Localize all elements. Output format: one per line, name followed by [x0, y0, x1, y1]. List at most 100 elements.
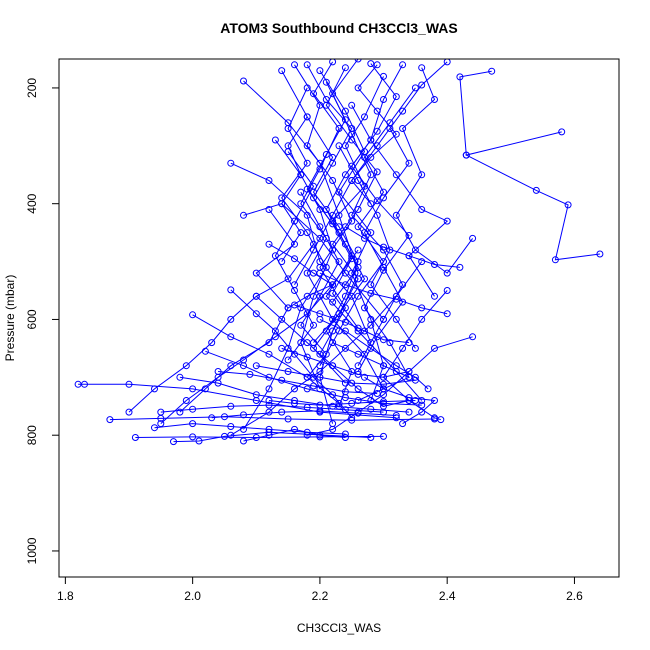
series-51	[278, 113, 311, 266]
data-point	[316, 362, 324, 370]
data-point	[189, 385, 197, 393]
data-point	[322, 263, 330, 271]
data-point	[335, 327, 343, 335]
data-point	[424, 385, 432, 393]
data-point	[252, 292, 260, 300]
series-55	[265, 397, 419, 409]
series-45	[208, 407, 400, 422]
series-line	[306, 64, 359, 303]
data-point	[373, 61, 381, 69]
y-tick-label: 400	[25, 193, 39, 213]
data-point	[380, 385, 387, 393]
data-point	[361, 327, 368, 335]
data-point	[431, 96, 438, 103]
data-point	[341, 223, 349, 231]
data-point	[373, 142, 381, 150]
data-point	[246, 370, 254, 378]
data-point	[284, 368, 292, 375]
series-line	[307, 336, 473, 436]
series-line	[268, 400, 416, 406]
data-point	[265, 431, 273, 439]
series-50	[341, 223, 464, 271]
series-48	[291, 301, 413, 347]
data-point	[310, 182, 317, 190]
series-line	[364, 376, 436, 425]
data-point	[341, 64, 349, 72]
data-point	[227, 333, 235, 341]
data-point	[367, 289, 375, 297]
data-point	[182, 397, 190, 404]
data-point	[189, 433, 197, 441]
data-point	[291, 385, 298, 393]
series-line	[154, 423, 346, 435]
data-point	[373, 107, 381, 115]
x-tick-label: 2.4	[439, 589, 456, 603]
data-point	[240, 411, 247, 419]
data-point	[316, 67, 324, 75]
data-point	[303, 142, 311, 150]
data-point	[265, 401, 273, 409]
data-point	[297, 321, 305, 329]
data-point	[310, 269, 317, 277]
data-point	[271, 327, 279, 335]
data-point	[329, 339, 337, 347]
data-point	[373, 197, 381, 205]
series-line	[211, 410, 397, 419]
x-tick-label: 2.0	[184, 589, 201, 603]
data-point	[380, 96, 387, 103]
data-point	[348, 379, 356, 387]
data-point	[354, 206, 362, 213]
series-line	[256, 365, 416, 385]
data-point	[278, 408, 286, 416]
data-point	[437, 416, 445, 424]
data-point	[380, 432, 387, 440]
series-line	[300, 61, 384, 390]
series-53	[348, 61, 400, 208]
data-point	[310, 194, 317, 202]
data-point	[329, 289, 337, 297]
data-point	[348, 177, 356, 184]
data-point	[240, 211, 247, 219]
data-point	[411, 84, 419, 92]
data-point	[316, 292, 324, 300]
data-point	[252, 362, 260, 370]
data-point	[399, 344, 407, 352]
data-point	[354, 370, 362, 378]
data-point	[316, 223, 324, 231]
data-point	[303, 385, 311, 393]
series-25	[380, 287, 451, 424]
data-point	[392, 130, 400, 138]
y-tick-label: 800	[25, 425, 39, 445]
data-point	[596, 250, 604, 258]
data-point	[278, 258, 286, 266]
data-point	[278, 315, 286, 323]
data-point	[329, 90, 337, 98]
data-point	[348, 125, 356, 132]
series-line	[160, 249, 359, 424]
data-point	[310, 321, 317, 329]
data-point	[303, 353, 311, 361]
data-point	[386, 339, 394, 347]
data-point	[341, 388, 349, 396]
data-point	[329, 298, 337, 306]
data-point	[462, 151, 470, 159]
data-point	[418, 401, 426, 409]
data-point	[405, 408, 413, 416]
series-line	[319, 272, 448, 315]
data-point	[341, 318, 349, 326]
series-line	[345, 226, 460, 268]
series-line	[268, 243, 334, 309]
data-point	[367, 344, 375, 352]
data-point	[252, 391, 260, 399]
series-line	[78, 383, 397, 419]
data-point	[341, 344, 349, 352]
data-point	[367, 136, 375, 144]
data-point	[469, 333, 477, 341]
data-point	[392, 211, 400, 219]
data-point	[380, 398, 387, 406]
data-point	[431, 292, 438, 300]
data-point	[322, 234, 330, 242]
data-point	[373, 390, 381, 397]
data-point	[303, 113, 311, 121]
data-point	[227, 159, 235, 167]
